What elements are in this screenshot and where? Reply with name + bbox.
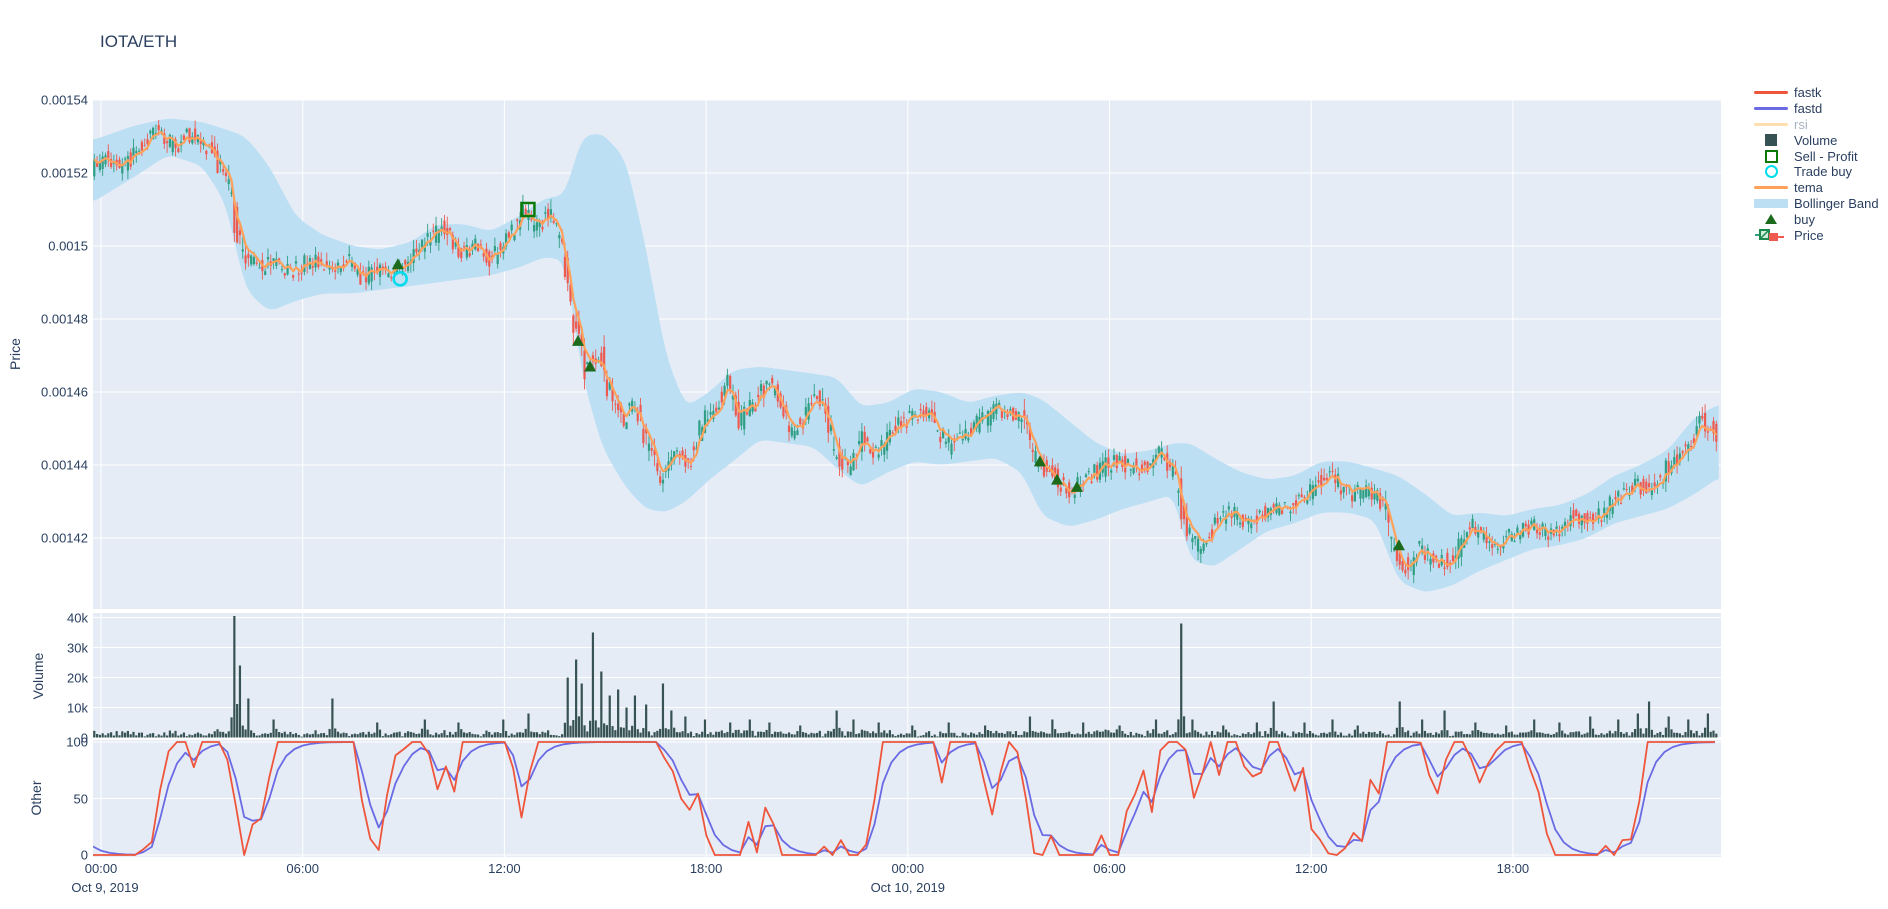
time-tick-label: 18:00 xyxy=(689,861,723,876)
bollinger-band-area xyxy=(93,118,1719,592)
fastd-line xyxy=(93,741,1716,856)
price-axis-title: Price xyxy=(7,338,23,370)
legend-label: Sell - Profit xyxy=(1794,148,1858,164)
price-tick-label: 0.00152 xyxy=(41,165,88,181)
legend-label: tema xyxy=(1794,180,1823,196)
legend-item-fastk[interactable]: fastk xyxy=(1752,85,1879,101)
time-tick-label: 12:00 xyxy=(1294,861,1328,876)
legend-item-fastd[interactable]: fastd xyxy=(1752,101,1879,117)
buy-marker[interactable] xyxy=(584,360,597,372)
legend-item-trade-buy[interactable]: Trade buy xyxy=(1752,164,1879,180)
other-tick-label: 0 xyxy=(80,847,88,863)
sell-square-icon xyxy=(1752,149,1790,163)
time-tick-label: 00:00 xyxy=(84,861,118,876)
volume-tick-label: 20k xyxy=(67,670,88,685)
legend-label: Bollinger Band xyxy=(1794,195,1879,211)
legend-item-price[interactable]: Price xyxy=(1752,227,1879,243)
legend-label: fastd xyxy=(1794,101,1823,117)
date-tick-label: Oct 10, 2019 xyxy=(870,880,946,895)
legend-item-volume[interactable]: Volume xyxy=(1752,132,1879,148)
trade-buy-circle-icon xyxy=(1752,165,1790,179)
page-title: IOTA/ETH xyxy=(100,32,178,51)
sell-profit-marker[interactable] xyxy=(520,201,536,218)
fastk-line xyxy=(93,741,1715,856)
time-tick-label: 06:00 xyxy=(1093,861,1126,876)
candlestick-icon xyxy=(1752,227,1790,243)
legend-item-sell-profit[interactable]: Sell - Profit xyxy=(1752,148,1879,164)
legend-item-tema[interactable]: tema xyxy=(1752,180,1879,196)
other-tick-label: 50 xyxy=(73,791,88,806)
time-tick-label: 06:00 xyxy=(286,861,319,876)
volume-series xyxy=(93,616,1718,738)
buy-marker[interactable] xyxy=(1392,539,1405,551)
price-tick-label: 0.00154 xyxy=(41,92,88,108)
time-tick-label: 00:00 xyxy=(891,861,925,876)
fastd-line-icon xyxy=(1752,107,1790,111)
price-tick-label: 0.0015 xyxy=(48,238,88,254)
legend-label: Volume xyxy=(1794,132,1838,148)
volume-tick-label: 30k xyxy=(67,640,88,655)
legend-label: fastk xyxy=(1794,85,1822,101)
price-tick-label: 0.00142 xyxy=(41,530,88,546)
other-panel-layer xyxy=(93,741,1716,856)
price-panel-layer xyxy=(93,118,1719,592)
volume-tick-label: 10k xyxy=(67,700,88,715)
buy-marker[interactable] xyxy=(1033,455,1046,467)
volume-panel[interactable] xyxy=(93,613,1721,738)
buy-marker[interactable] xyxy=(1051,473,1064,485)
rsi-line-icon xyxy=(1752,122,1790,126)
buy-marker[interactable] xyxy=(1070,480,1083,492)
other-axis-title: Other xyxy=(28,780,44,816)
trade-buy-marker[interactable] xyxy=(392,271,408,287)
other-tick-label: 100 xyxy=(66,734,88,750)
legend: fastk fastd rsi Volume Sell - Profit Tra… xyxy=(1752,85,1879,243)
date-tick-label: Oct 9, 2019 xyxy=(71,880,139,895)
buy-marker[interactable] xyxy=(572,334,585,346)
tema-line xyxy=(93,131,1718,568)
tema-line-icon xyxy=(1752,186,1790,190)
volume-panel-layer xyxy=(93,616,1718,738)
legend-label: Price xyxy=(1794,227,1824,243)
time-tick-label: 18:00 xyxy=(1496,861,1530,876)
bollinger-band-icon xyxy=(1752,198,1790,208)
legend-label: Trade buy xyxy=(1794,164,1853,180)
volume-tick-label: 40k xyxy=(67,610,88,625)
price-tick-label: 0.00148 xyxy=(41,311,88,327)
fastk-line-icon xyxy=(1752,91,1790,95)
volume-axis-title: Volume xyxy=(30,652,46,700)
volume-square-icon xyxy=(1752,134,1790,147)
legend-label: buy xyxy=(1794,211,1815,227)
buy-marker[interactable] xyxy=(391,258,404,270)
buy-triangle-icon xyxy=(1752,214,1790,225)
legend-item-buy[interactable]: buy xyxy=(1752,211,1879,227)
price-tick-label: 0.00144 xyxy=(41,457,88,473)
legend-label: rsi xyxy=(1794,116,1808,132)
time-tick-label: 12:00 xyxy=(488,861,521,876)
price-tick-label: 0.00146 xyxy=(41,384,88,400)
volume-tick-label: 0 xyxy=(80,730,88,745)
legend-item-rsi[interactable]: rsi xyxy=(1752,117,1879,133)
legend-item-bollinger[interactable]: Bollinger Band xyxy=(1752,196,1879,212)
